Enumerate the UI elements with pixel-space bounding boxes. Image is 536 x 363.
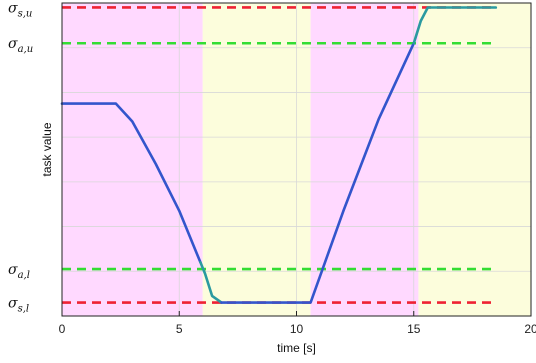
threshold-labels: σs,u σa,u σa,l σs,l: [8, 0, 33, 314]
x-tick-label: 10: [290, 322, 304, 336]
series-lines: [60, 6, 498, 304]
x-tick-label: 0: [59, 322, 66, 336]
series-line-0: [60, 102, 202, 264]
series-line-3: [412, 6, 498, 45]
background-band-3: [418, 3, 531, 316]
y-axis-label: task value: [40, 122, 54, 176]
threshold-label-s-l: σs,l: [8, 296, 29, 315]
background-band-1: [202, 3, 311, 316]
x-tick-label: 15: [407, 322, 421, 336]
threshold-label-a-u: σa,u: [8, 36, 33, 55]
x-axis-label: time [s]: [277, 341, 316, 355]
threshold-label-s-u: σs,u: [8, 0, 32, 19]
x-ticks: 0 5 10 15 20: [59, 311, 536, 336]
series-line-1: [199, 261, 223, 304]
series-line-2: [220, 41, 416, 304]
x-tick-label: 20: [524, 322, 536, 336]
threshold-label-a-l: σa,l: [8, 262, 30, 281]
x-tick-label: 5: [176, 322, 183, 336]
